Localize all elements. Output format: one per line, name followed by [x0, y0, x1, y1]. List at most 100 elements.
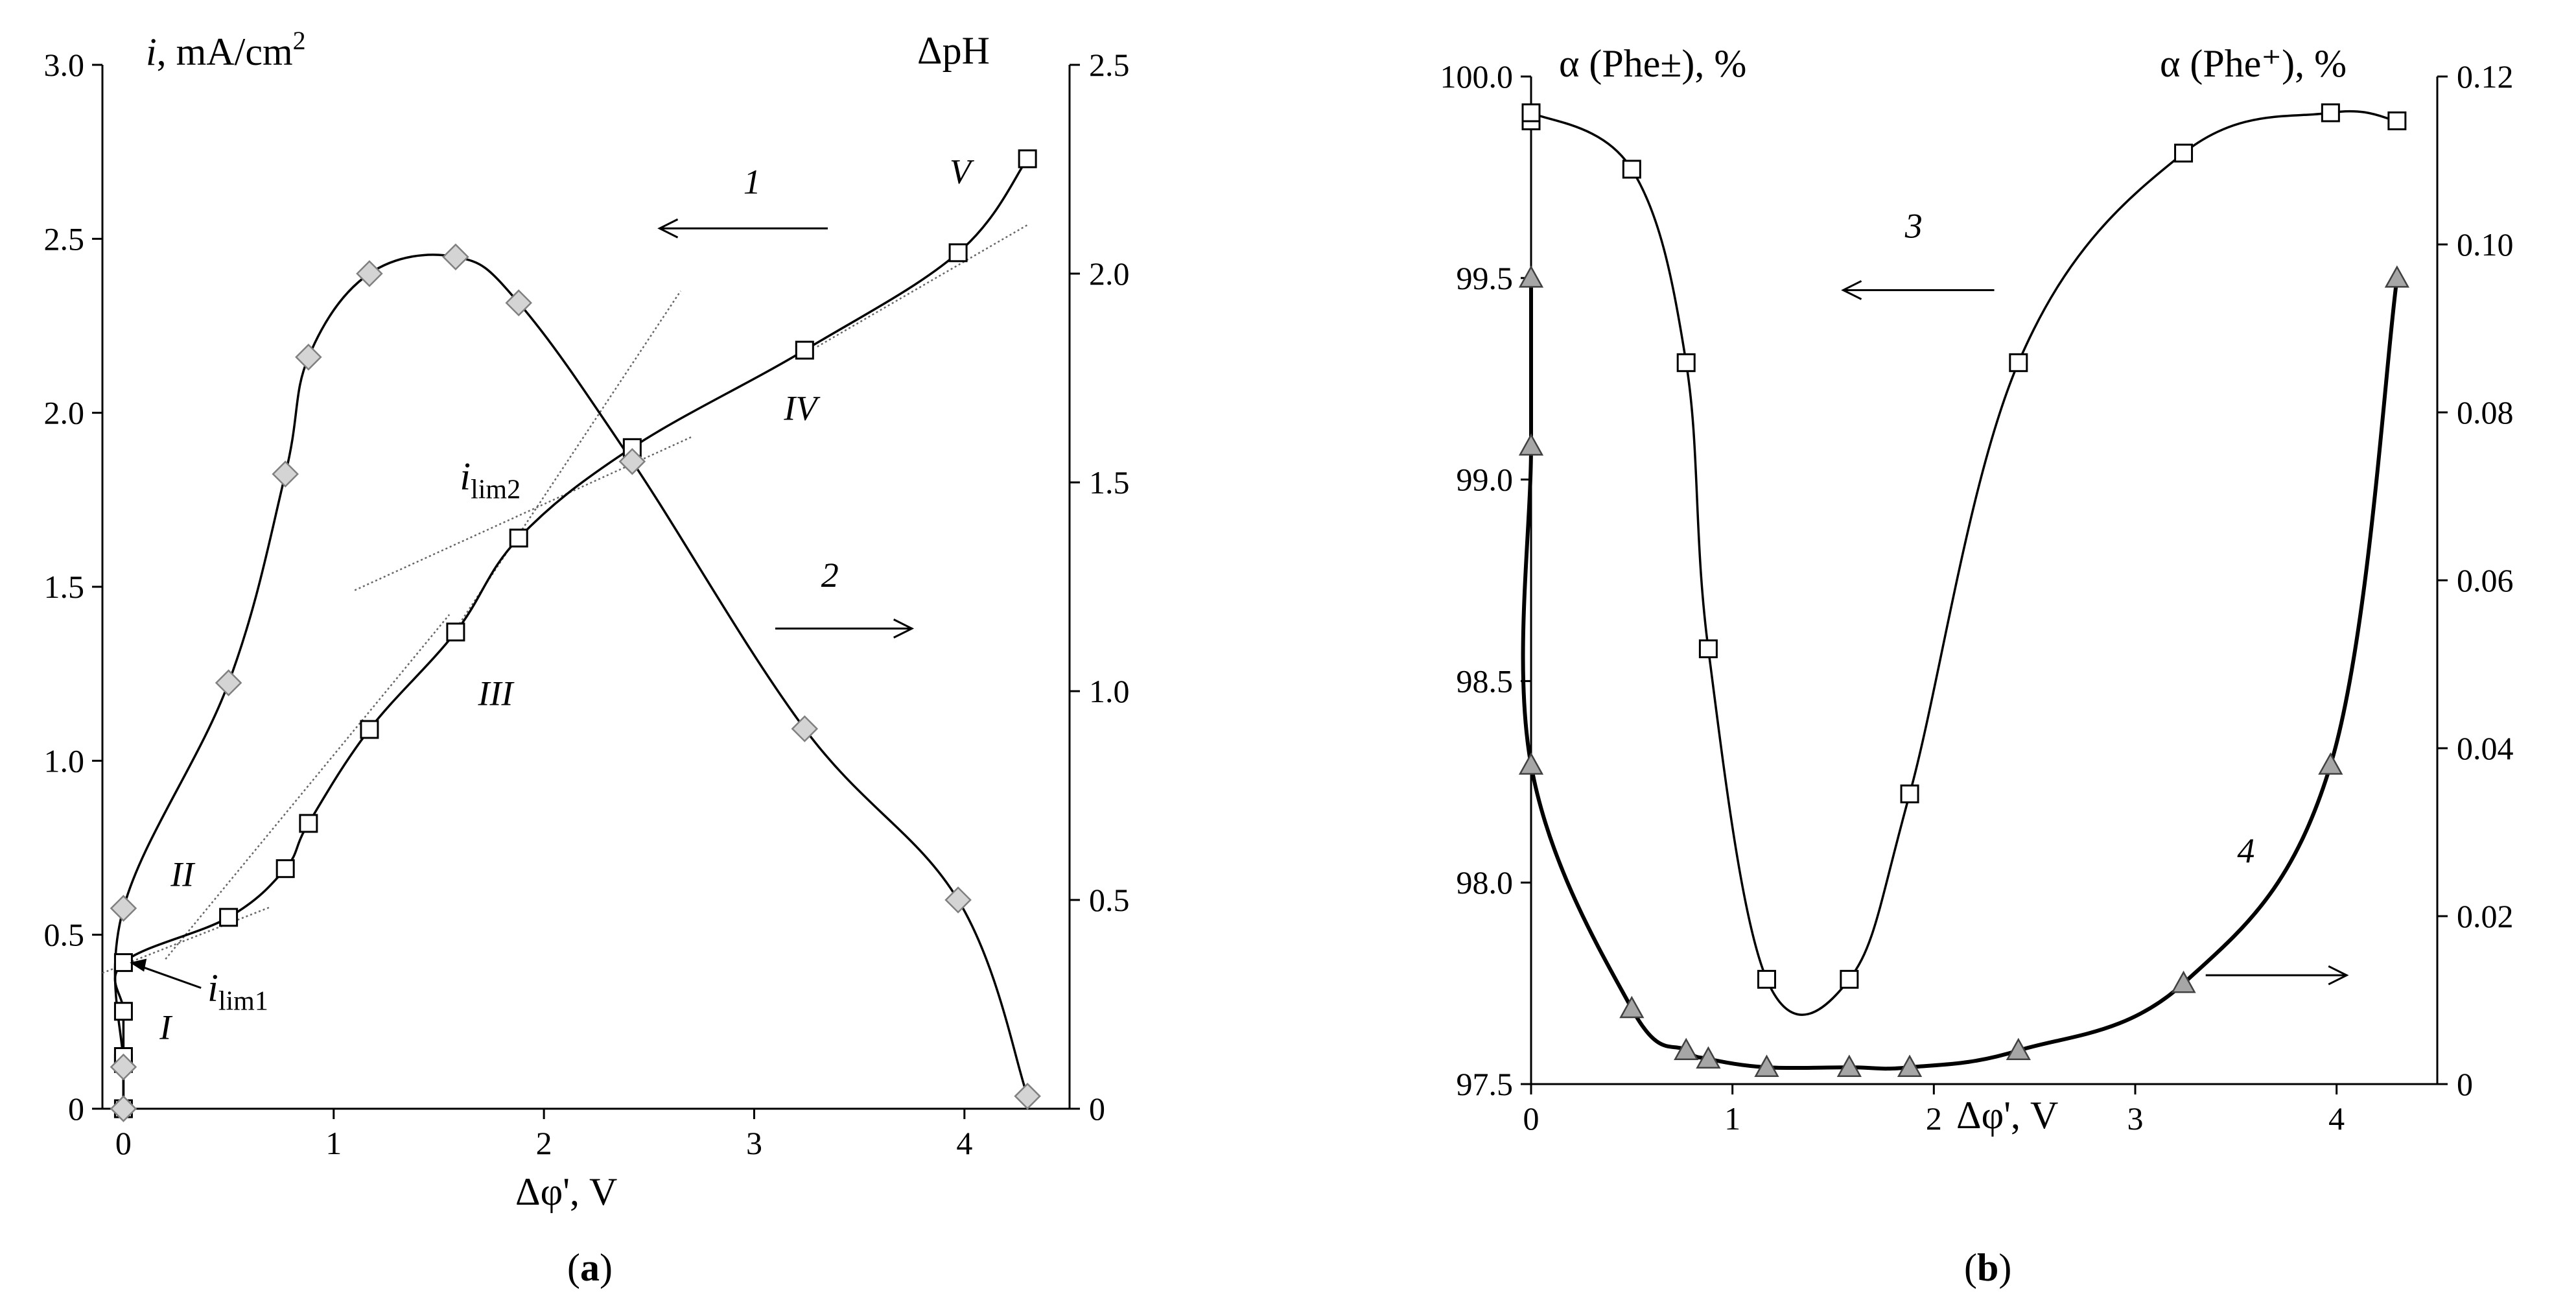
panel-b-right-tick-label: 0.10	[2457, 226, 2514, 263]
panel-a-tangent-line	[102, 906, 271, 974]
panel-b-right-tick-label: 0.08	[2457, 394, 2514, 431]
panel-b-right-tick-label: 0.04	[2457, 730, 2514, 766]
panel-b-ticks: 97.5 98.0 98.5 99.0 99.5 100.0 0 0.02 0.04 0.06 0.…	[1440, 58, 2514, 1137]
panel-a-ilim1-pointer	[133, 963, 202, 989]
panel-b-arrow-1	[1841, 280, 1995, 300]
panel-b-point-3	[1900, 784, 1919, 803]
panel-b-point-3	[1757, 969, 1776, 989]
panel-a-annotation: I	[159, 1008, 173, 1047]
panel-b-x-tick-label: 0	[1523, 1100, 1540, 1137]
panel-b-point-4	[2006, 1037, 2031, 1061]
panel-a-annotation: V	[950, 152, 975, 191]
panel-b-point-3	[2009, 353, 2028, 372]
panel-b-point-4	[1518, 265, 1544, 288]
panel-b-curve-3	[1521, 109, 2398, 1016]
panel-a-axes	[101, 65, 1071, 1110]
panel-b-point-4	[2171, 971, 2196, 993]
panel-a-left-tick-label: 1.5	[44, 569, 85, 605]
panel-b-point-3	[1622, 160, 1641, 179]
panel-b-right-tick-label: 0.06	[2457, 562, 2514, 598]
panel-a-point-2	[442, 243, 469, 271]
panel-b-annotation: 3	[1904, 207, 1923, 246]
panel-a-point-2	[295, 344, 322, 371]
panel-b-point-4	[1897, 1054, 1923, 1077]
panel-a-x-tick-label: 1	[325, 1125, 342, 1161]
panel-a-curves	[113, 158, 1029, 1109]
panel-a-left-tick-label: 1.0	[44, 742, 85, 779]
panel-a-right-tick-label: 1.5	[1089, 464, 1130, 501]
panel-b-x-tick-label: 1	[1724, 1100, 1740, 1137]
panel-b-left-tick-label: 99.0	[1457, 462, 1514, 498]
panel-a-left-tick-label: 2.5	[44, 220, 85, 257]
panel-a-x-tick-label: 0	[115, 1125, 132, 1161]
panel-a-point-1	[446, 622, 465, 642]
panel-a-ticks: 0 0.5 1.0 1.5 2.0 2.5 3.0 0 0.5 1.0 1.5 2.0 2.5 0 1 2 3 4	[44, 47, 1130, 1161]
panel-a-point-1	[275, 859, 295, 879]
panel-b-x-tick-label: 2	[1926, 1100, 1942, 1137]
panel-a-left-tick-label: 0.5	[44, 917, 85, 953]
panel-a-point-2	[356, 260, 383, 287]
panel-b-point-4	[1518, 433, 1544, 456]
panel-a-right-tick-label: 2.0	[1089, 255, 1130, 292]
panel-b-point-4	[1619, 995, 1645, 1019]
panel-b-right-tick-label: 0	[2457, 1066, 2473, 1102]
panel-a-left-tick-label: 3.0	[44, 47, 85, 83]
panel-b-point-3	[2174, 143, 2194, 163]
panel-b-arrows	[1841, 280, 2349, 986]
panel-b-arrow-2	[2205, 965, 2349, 986]
panel-a-point-1	[509, 528, 528, 548]
panel-b-right-tick-label: 0.02	[2457, 898, 2514, 934]
panel-b-left-tick-label: 98.5	[1457, 663, 1514, 699]
panel-b-annotation: 4	[2237, 831, 2254, 870]
panel-a-left-tick-label: 2.0	[44, 395, 85, 431]
panel-b-point-4	[1674, 1037, 1699, 1061]
panel-b-ylabel-right: α (Phe⁺), %	[2160, 42, 2347, 85]
panel-a-point-2	[110, 1053, 137, 1081]
panel-a-tangent-lines	[102, 224, 1028, 974]
panel-a-ilim1-label: ilim1	[207, 967, 268, 1017]
panel-b-point-4	[2318, 752, 2343, 775]
panel-b-point-4	[1836, 1054, 1862, 1077]
panel-a-arrows	[130, 218, 915, 989]
panel-a-ylabel-right: ΔpH	[917, 29, 990, 72]
panel-b-arrow-1-head	[1841, 280, 1862, 300]
panel-b-point-3	[1840, 969, 1859, 989]
panel-b-xlabel: Δφ', V	[1956, 1094, 2058, 1137]
panel-a-tangent-line	[817, 224, 1028, 348]
panel-a-x-tick-label: 3	[746, 1125, 762, 1161]
panel-a-annotation: III	[478, 674, 515, 713]
panel-a-xlabel: Δφ', V	[515, 1170, 617, 1213]
panel-a-arrow-2-head	[893, 619, 915, 639]
panel-a-point-1	[219, 908, 239, 927]
panel-b-right-tick-label: 0.12	[2457, 58, 2514, 95]
panel-b-left-tick-label: 98.0	[1457, 864, 1514, 901]
panel-a-arrow-1	[657, 218, 828, 239]
panel-b-left-tick-label: 99.5	[1457, 260, 1514, 296]
panel-a-point-1	[113, 1002, 133, 1021]
panel-b-arrow-2-head	[2328, 965, 2349, 986]
panel-b-point-4	[1518, 752, 1544, 775]
panel-a-x-tick-label: 4	[956, 1125, 972, 1161]
panel-a-point-2	[944, 886, 972, 914]
panel-b-point-3	[2387, 111, 2407, 130]
panel-b-ylabel-left: α (Phe±), %	[1559, 42, 1746, 85]
panel-b-annotations: 34	[1904, 207, 2255, 870]
panel-a-point-1	[360, 720, 379, 739]
panel-a-point-2	[791, 715, 819, 742]
panel-a-tangent-line	[165, 614, 451, 960]
panel-a-point-1	[299, 814, 318, 833]
panel-b-points	[1518, 103, 2409, 1077]
panel-b-point-3	[1698, 639, 1718, 659]
panel-a-point-2	[110, 1095, 137, 1122]
panel-b-caption: (b)	[1964, 1246, 2011, 1289]
panel-b-x-tick-label: 3	[2127, 1100, 2144, 1137]
panel-a-curve-1	[113, 158, 1029, 1109]
panel-b-axes	[1530, 77, 2439, 1085]
panel-a-annotation: 1	[744, 163, 761, 202]
panel-a-point-1	[1018, 149, 1037, 169]
panel-a-arrow-1-head	[657, 218, 679, 239]
panel-a-point-2	[505, 289, 532, 316]
panel-a-right-tick-label: 0	[1089, 1091, 1105, 1127]
panel-a-point-2	[215, 669, 242, 696]
